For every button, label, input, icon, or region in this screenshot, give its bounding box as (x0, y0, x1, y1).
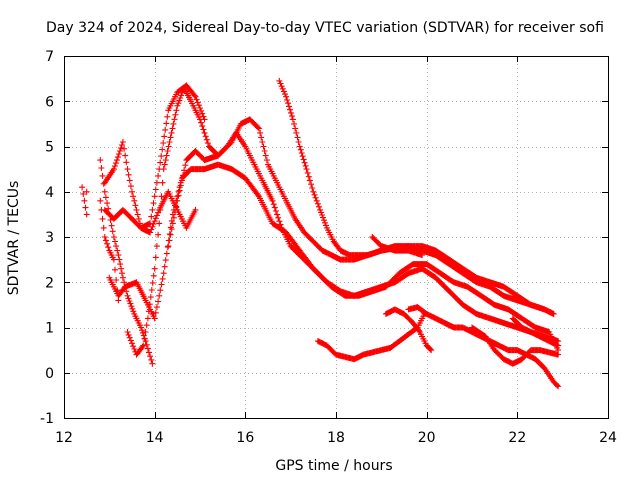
series-track-6 (106, 161, 562, 345)
plus-markers (106, 161, 562, 345)
y-tick-label: 2 (45, 275, 54, 291)
plus-markers (276, 77, 557, 317)
grid (64, 56, 608, 418)
y-tick-label: 3 (45, 230, 54, 246)
series-track-3 (97, 197, 122, 304)
plus-markers (469, 324, 562, 367)
series-track-15 (509, 315, 562, 349)
y-tick-label: 6 (45, 94, 54, 110)
plus-markers (314, 310, 428, 363)
plus-markers (79, 184, 90, 218)
plus-markers (97, 197, 122, 304)
series-track-9 (276, 77, 557, 317)
y-tick-label: 5 (45, 140, 54, 156)
x-tick-label: 16 (236, 430, 254, 446)
plot-frame (64, 56, 609, 419)
y-tick-label: -1 (40, 411, 54, 427)
series-track-2 (97, 157, 156, 367)
y-axis-label: SDTVAR / TECUs (6, 181, 22, 296)
x-tick-label: 22 (508, 430, 526, 446)
x-tick-label: 24 (599, 430, 617, 446)
series-track-1 (79, 184, 90, 218)
plus-markers (369, 234, 426, 259)
x-tick-label: 14 (146, 430, 164, 446)
y-tick-label: 0 (45, 366, 54, 382)
y-tick-label: 1 (45, 321, 54, 337)
data-marks (79, 77, 562, 390)
plus-markers (509, 315, 562, 349)
x-tick-label: 12 (55, 430, 73, 446)
plus-markers (382, 306, 435, 354)
x-axis-label: GPS time / hours (275, 458, 392, 474)
x-tick-label: 18 (327, 430, 345, 446)
series-track-14 (469, 324, 562, 367)
x-tick-label: 20 (418, 430, 436, 446)
series-track-11 (314, 310, 428, 363)
series-track-10 (369, 234, 426, 259)
series-track-12 (382, 306, 435, 354)
axis-ticks (64, 56, 609, 419)
chart-title: Day 324 of 2024, Sidereal Day-to-day VTE… (46, 20, 604, 36)
y-tick-label: 4 (45, 185, 54, 201)
plus-markers (97, 157, 156, 367)
y-tick-label: 7 (45, 49, 54, 65)
